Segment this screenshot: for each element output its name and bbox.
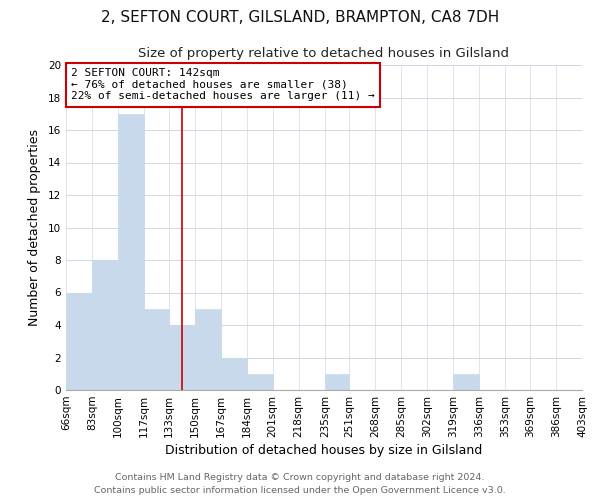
Bar (92, 260, 118, 390)
Text: 2, SEFTON COURT, GILSLAND, BRAMPTON, CA8 7DH: 2, SEFTON COURT, GILSLAND, BRAMPTON, CA8… (101, 10, 499, 25)
Bar (221, 358, 247, 390)
X-axis label: Distribution of detached houses by size in Gilsland: Distribution of detached houses by size … (166, 444, 482, 457)
Bar (144, 308, 169, 390)
Text: Contains HM Land Registry data © Crown copyright and database right 2024.
Contai: Contains HM Land Registry data © Crown c… (94, 474, 506, 495)
Bar (118, 114, 144, 390)
Y-axis label: Number of detached properties: Number of detached properties (28, 129, 41, 326)
Text: 2 SEFTON COURT: 142sqm
← 76% of detached houses are smaller (38)
22% of semi-det: 2 SEFTON COURT: 142sqm ← 76% of detached… (71, 68, 375, 102)
Bar (325, 374, 349, 390)
Title: Size of property relative to detached houses in Gilsland: Size of property relative to detached ho… (139, 46, 509, 60)
Bar (194, 308, 221, 390)
Bar (454, 374, 479, 390)
Bar (169, 325, 194, 390)
Bar (66, 292, 92, 390)
Bar (247, 374, 273, 390)
